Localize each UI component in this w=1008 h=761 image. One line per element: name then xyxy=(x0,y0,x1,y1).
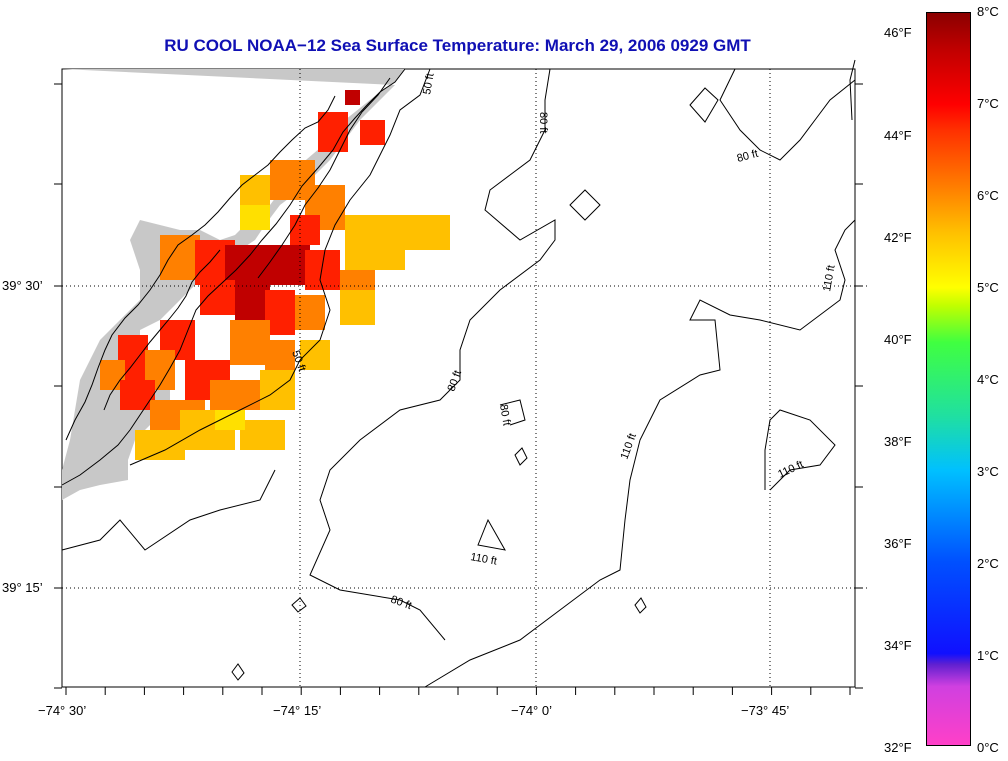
longitude-label: −73° 45’ xyxy=(741,703,790,718)
sst-cell xyxy=(200,280,235,315)
contour-label: 110 ft xyxy=(821,264,837,292)
contour-small-7 xyxy=(634,597,647,614)
sst-grid xyxy=(100,90,450,460)
coastline-inner xyxy=(65,95,336,441)
sst-cell xyxy=(225,245,270,285)
contour-small-8 xyxy=(231,663,245,681)
sst-cell xyxy=(345,90,360,105)
colorbar-celsius-label: 6°C xyxy=(977,188,999,203)
colorbar-fahrenheit-label: 36°F xyxy=(884,536,912,551)
latitude-label: 39° 15’ xyxy=(2,580,43,595)
sst-cell xyxy=(160,235,200,280)
sst-cell xyxy=(240,420,285,450)
latitude-label: 39° 30’ xyxy=(2,278,43,293)
contour-small-3 xyxy=(477,518,506,551)
longitude-label: −74° 30’ xyxy=(38,703,87,718)
contour-small-4 xyxy=(499,399,526,426)
contour-label: 80 ft xyxy=(537,112,549,133)
colorbar-fahrenheit-label: 34°F xyxy=(884,638,912,653)
sst-cell xyxy=(375,215,450,250)
contour-label: 50 ft xyxy=(421,72,437,95)
sst-cell xyxy=(240,175,270,205)
colorbar-celsius-label: 3°C xyxy=(977,464,999,479)
coastline-marsh xyxy=(103,249,221,411)
contour-110ft-a xyxy=(61,469,276,551)
colorbar-fahrenheit-label: 38°F xyxy=(884,434,912,449)
longitude-label: −74° 0’ xyxy=(511,703,552,718)
tick-marks xyxy=(54,83,863,695)
sst-cell xyxy=(135,430,185,460)
map-title: RU COOL NOAA−12 Sea Surface Temperature:… xyxy=(164,36,751,55)
contour-small-6 xyxy=(291,597,307,613)
contour-small-5 xyxy=(514,447,528,466)
colorbar-celsius-label: 8°C xyxy=(977,4,999,19)
sst-cell xyxy=(230,320,270,365)
contour-label: 110 ft xyxy=(469,551,497,567)
contour-label: 80 ft xyxy=(736,148,760,165)
contour-label: 80 ft xyxy=(497,403,513,426)
sst-cell xyxy=(290,215,320,245)
temperature-colorbar xyxy=(926,12,971,746)
coastline xyxy=(61,68,406,486)
colorbar-celsius-label: 1°C xyxy=(977,648,999,663)
bathymetry-contours xyxy=(61,59,856,688)
contour-110ft-b xyxy=(764,409,836,491)
sst-cell xyxy=(210,380,260,410)
colorbar-celsius-label: 4°C xyxy=(977,372,999,387)
sst-cell xyxy=(305,250,340,290)
sst-cell xyxy=(340,290,375,325)
coastline-barrier xyxy=(257,77,391,279)
colorbar-fahrenheit-label: 42°F xyxy=(884,230,912,245)
colorbar-fahrenheit-label: 44°F xyxy=(884,128,912,143)
sst-cell xyxy=(215,410,245,430)
sst-cell xyxy=(265,245,310,285)
sst-cell xyxy=(120,380,155,410)
colorbar-fahrenheit-label: 46°F xyxy=(884,25,912,40)
graticule xyxy=(62,69,867,687)
contour-80ft-b xyxy=(424,219,856,688)
contour-small-1 xyxy=(569,189,601,221)
colorbar-celsius-label: 0°C xyxy=(977,740,999,755)
contour-small-2 xyxy=(689,87,719,123)
sst-cell xyxy=(295,295,325,330)
contour-80ft xyxy=(309,68,556,641)
contour-loop-right xyxy=(849,59,856,121)
sst-cell xyxy=(240,205,270,230)
colorbar-celsius-label: 5°C xyxy=(977,280,999,295)
sst-cell xyxy=(360,120,385,145)
colorbar-celsius-label: 2°C xyxy=(977,556,999,571)
colorbar-fahrenheit-label: 40°F xyxy=(884,332,912,347)
sst-cell xyxy=(235,285,270,320)
colorbar-fahrenheit-label: 32°F xyxy=(884,740,912,755)
coastline-outer xyxy=(61,68,406,486)
contour-50ft-b xyxy=(719,68,856,161)
longitude-label: −74° 15’ xyxy=(273,703,322,718)
colorbar-celsius-label: 7°C xyxy=(977,96,999,111)
contour-50ft xyxy=(129,68,431,466)
